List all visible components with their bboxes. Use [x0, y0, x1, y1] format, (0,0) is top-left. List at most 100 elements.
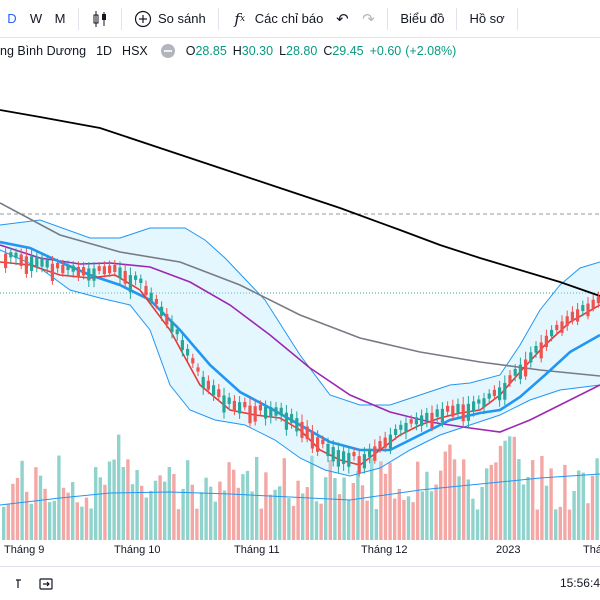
volume-bar [563, 464, 567, 540]
candle-body [596, 296, 600, 304]
volume-bar [103, 484, 107, 540]
volume-bar [503, 440, 507, 540]
volume-bar [2, 506, 6, 540]
candle-body [61, 265, 65, 274]
candle-body [222, 395, 226, 413]
interval-m-button[interactable]: M [48, 0, 72, 38]
candle-body [180, 340, 184, 350]
volume-bar [351, 482, 355, 540]
volume-bar [577, 470, 581, 540]
volume-bar [11, 483, 15, 540]
chart-type-button[interactable]: Biểu đồ [394, 0, 450, 38]
candle-body [425, 412, 429, 421]
volume-bar [199, 492, 204, 540]
volume-bar [66, 492, 70, 540]
volume-bar [305, 487, 309, 540]
volume-bar [126, 459, 130, 540]
axis-label: Tháng 10 [114, 544, 161, 556]
candle-body [71, 265, 75, 272]
volume-bar [213, 501, 217, 540]
high-value: 30.30 [241, 44, 274, 58]
volume-bar [195, 508, 199, 540]
bottom-status-bar: 15:56:4 [0, 566, 600, 600]
volume-bar [15, 477, 20, 540]
candle-body [279, 407, 283, 416]
volume-bar [554, 509, 558, 540]
candle-body [518, 364, 522, 380]
redo-button[interactable]: ↷ [355, 0, 381, 38]
volume-bar [531, 460, 535, 540]
volume-bar [43, 488, 47, 540]
symbol-name[interactable]: ng Bình Dương [0, 44, 87, 58]
toolbar-divider [387, 7, 389, 30]
candle-body [165, 314, 169, 325]
volume-bar [498, 445, 503, 540]
time-axis[interactable]: Tháng 9 Tháng 10 Tháng 11 Tháng 12 2023 … [0, 542, 600, 560]
date-range-icon[interactable] [38, 576, 54, 595]
candle-body [357, 456, 361, 473]
volume-bar [572, 490, 576, 540]
candle-body [24, 256, 28, 274]
volume-bar [232, 469, 236, 540]
candle-body [586, 303, 590, 317]
volume-bar [296, 480, 300, 540]
toolbar-divider [121, 7, 122, 30]
volume-ma-line [0, 473, 600, 506]
open-value: 28.85 [195, 44, 227, 58]
volume-bar [480, 486, 484, 540]
candle-body [482, 398, 486, 408]
volume-bar [94, 467, 98, 540]
interval-w-button[interactable]: W [24, 0, 48, 38]
candle-body [342, 451, 346, 464]
volume-bar [347, 499, 351, 540]
profile-button[interactable]: Hồ sơ [463, 0, 510, 38]
candle-body [295, 418, 299, 432]
candle-body [248, 405, 252, 424]
candle-body [378, 441, 382, 449]
candle-body [253, 406, 257, 422]
change-value: +0.60 [369, 44, 402, 58]
volume-bar [581, 472, 585, 540]
interval-d-button[interactable]: D [0, 0, 24, 38]
candle-body [352, 452, 356, 457]
volume-bar [319, 503, 323, 540]
toggle-panel-icon[interactable] [14, 577, 28, 594]
candle-body [196, 367, 200, 372]
volume-bar [176, 509, 181, 540]
volume-bar [471, 498, 475, 540]
interval-d-label: D [7, 11, 17, 26]
bollinger-band-fill [0, 220, 600, 476]
candle-body [87, 268, 91, 281]
candle-body [399, 424, 403, 430]
axis-label: Tháng 12 [361, 544, 408, 556]
price-chart[interactable] [0, 62, 600, 542]
candle-body [409, 419, 413, 424]
chart-style-button[interactable] [85, 0, 115, 38]
candle-body [472, 401, 476, 412]
undo-button[interactable]: ↶ [329, 0, 355, 38]
volume-bar [25, 491, 29, 540]
candle-body [492, 389, 496, 396]
eye-hidden-icon[interactable] [160, 43, 176, 59]
volume-bar [374, 509, 378, 540]
candle-body [534, 346, 538, 353]
candle-body [97, 266, 101, 271]
volume-bar [236, 487, 240, 540]
compare-button[interactable]: So sánh [128, 0, 212, 38]
candle-body [102, 266, 106, 275]
volume-bar [383, 473, 388, 540]
candle-body [388, 434, 392, 449]
toolbar-divider [78, 7, 79, 30]
candle-body [290, 414, 294, 423]
candle-body [206, 380, 210, 390]
volume-bar [517, 459, 521, 540]
candle-body [113, 264, 117, 272]
volume-bar [107, 461, 112, 540]
candle-body [513, 368, 517, 376]
volume-bar [61, 487, 66, 540]
candle-body [243, 401, 247, 408]
change-percent: (+2.08%) [405, 44, 457, 58]
volume-bar [121, 467, 125, 540]
